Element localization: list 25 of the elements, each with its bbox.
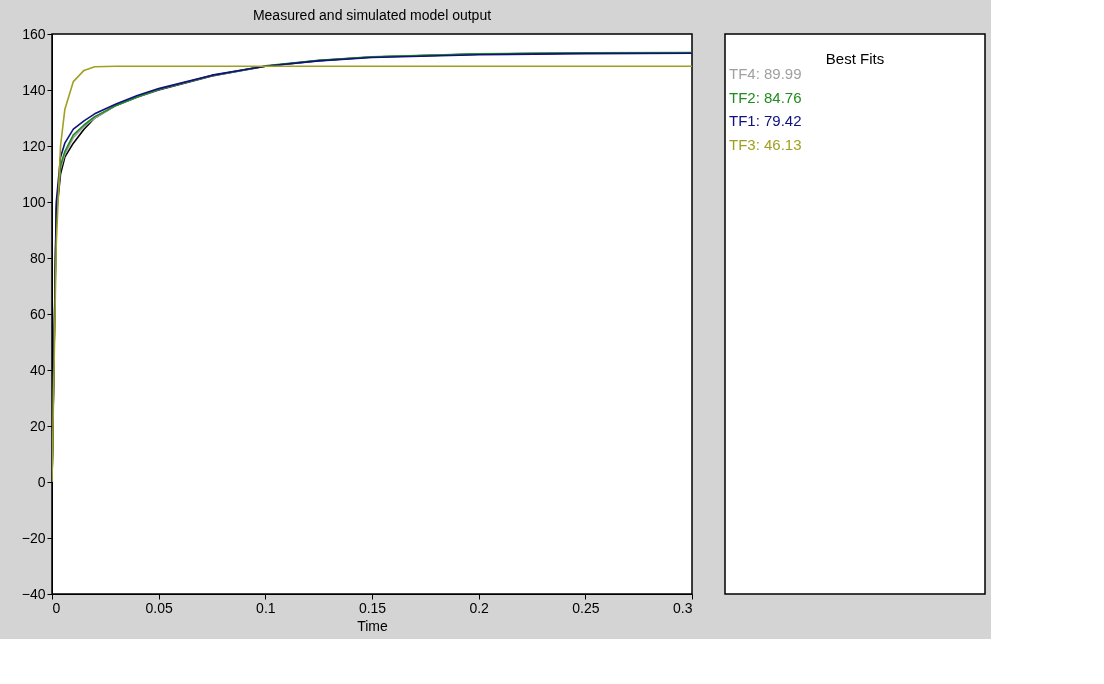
x-tick-label: 0.3: [673, 599, 693, 616]
x-axis-title: Time: [357, 617, 389, 634]
legend-title: Best Fits: [825, 50, 885, 67]
text: TF3: 46.13: [729, 136, 802, 154]
y-tick-label: 160: [22, 25, 46, 42]
x-tick-label: 0.05: [145, 599, 173, 616]
y-tick-label: 120: [22, 137, 46, 154]
x-tick-label: 0.25: [572, 599, 600, 616]
y-tick-label: 60: [29, 305, 46, 322]
x-tick-label: 0.2: [469, 599, 490, 616]
text: TF1: 79.42: [729, 112, 802, 130]
x-tick-label: 0: [52, 599, 61, 616]
x-tick-label: 0.1: [256, 599, 276, 616]
y-tick-label: −20: [21, 529, 46, 546]
text: TF4: 89.99: [729, 65, 802, 83]
text: TF2: 84.76: [729, 88, 802, 106]
y-tick-label: −40: [21, 585, 46, 602]
y-tick-label: 40: [29, 361, 46, 378]
y-tick-label: 0: [37, 473, 46, 490]
chart-title: Measured and simulated model output: [252, 7, 492, 23]
y-tick-label: 80: [29, 249, 46, 266]
y-tick-label: 20: [29, 417, 46, 434]
x-tick-label: 0.15: [358, 599, 387, 616]
y-tick-label: 100: [22, 193, 46, 210]
y-tick-label: 140: [22, 81, 46, 98]
